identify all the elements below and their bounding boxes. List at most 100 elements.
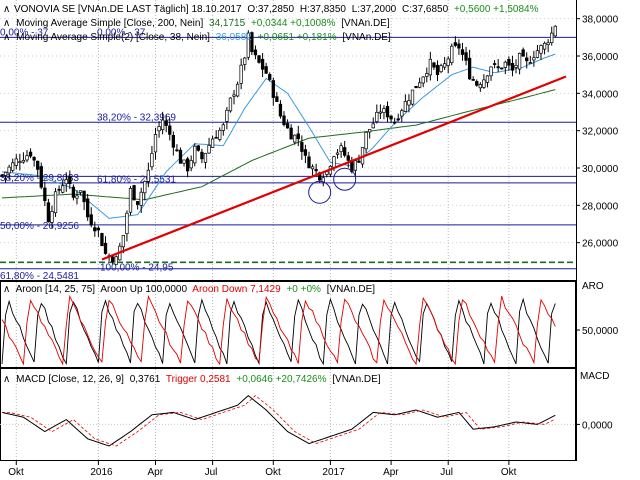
candle-body-53 — [189, 160, 193, 169]
candle-body-103 — [368, 128, 372, 133]
candle-body-60 — [214, 136, 218, 139]
candle-body-133 — [475, 81, 479, 86]
legend-aroon: ∧ Aroon [14, 25, 75] Aroon Up 100,0000 A… — [3, 284, 375, 295]
candle-body-56 — [200, 151, 204, 160]
candle-body-32 — [114, 256, 118, 265]
legend-macd: ∧ MACD [Close, 12, 26, 9] 0,3761 Trigger… — [3, 374, 381, 385]
candle-body-8 — [28, 151, 33, 157]
candle-body-108 — [385, 106, 390, 118]
candle-body-99 — [353, 160, 358, 171]
candle-body-59 — [210, 138, 215, 148]
candle-body-0 — [0, 174, 4, 177]
ma38-icon: ∧ — [3, 32, 10, 43]
support-circle-1 — [333, 167, 357, 191]
candle-body-127 — [453, 42, 457, 46]
candle-body-131 — [467, 57, 472, 80]
candle-body-20 — [71, 186, 76, 198]
candle-body-68 — [243, 57, 247, 65]
candle-body-42 — [150, 153, 154, 168]
candle-body-106 — [378, 111, 383, 114]
candle-body-75 — [268, 74, 272, 80]
candle-body-55 — [196, 145, 200, 151]
candle-body-128 — [457, 43, 461, 49]
candle-body-87 — [310, 166, 315, 170]
candle-body-142 — [507, 59, 511, 66]
candle-body-120 — [428, 58, 433, 76]
candle-body-125 — [446, 58, 450, 66]
candle-body-40 — [143, 181, 147, 194]
candle-body-153 — [546, 42, 550, 45]
candle-body-72 — [257, 55, 261, 63]
candle-body-10 — [36, 160, 40, 170]
x-tick-label-2: Apr — [147, 467, 163, 478]
candle-body-116 — [414, 85, 418, 89]
macd-lines — [0, 394, 576, 447]
candle-body-54 — [193, 145, 197, 164]
candle-body-147 — [525, 57, 529, 62]
candle-body-48 — [171, 135, 175, 148]
candle-body-27 — [96, 227, 101, 231]
candle-body-7 — [25, 155, 29, 161]
title-collapse-icon[interactable]: ∧ — [3, 4, 10, 15]
candle-body-18 — [64, 179, 68, 185]
candle-body-122 — [435, 64, 440, 75]
candle-body-57 — [203, 153, 208, 163]
candle-body-79 — [282, 115, 286, 126]
price-tick-label-6: 26,0000 — [582, 239, 619, 250]
candle-body-66 — [235, 83, 240, 97]
candle-body-1 — [3, 171, 8, 176]
legend-ma38: ∧ Moving Average Simple(2) [Close, 38, N… — [3, 32, 391, 43]
candle-body-61 — [218, 129, 222, 140]
candle-body-94 — [335, 152, 340, 155]
aroon-down-series — [1, 294, 556, 366]
x-tick-label-7: Jul — [440, 467, 453, 478]
ma200-icon: ∧ — [3, 18, 10, 29]
candle-body-71 — [253, 49, 258, 56]
macd-icon: ∧ — [3, 374, 10, 385]
candle-body-11 — [39, 166, 43, 188]
candle-body-63 — [225, 109, 229, 122]
candle-body-21 — [75, 195, 79, 199]
aroon-panel-tag: ARO — [582, 281, 604, 292]
x-tick-label-3: Jul — [205, 467, 218, 478]
candle-body-4 — [14, 158, 18, 166]
level-label-7: 61,80% - 24,5481 — [0, 271, 79, 282]
candle-body-141 — [503, 61, 507, 68]
price-panel — [0, 0, 576, 280]
level-label-3: 61,80% - 29,5531 — [97, 174, 176, 185]
candle-body-144 — [514, 65, 518, 68]
x-tick-label-5: 2017 — [322, 467, 345, 478]
aroon-icon: ∧ — [3, 284, 10, 295]
candle-body-65 — [232, 94, 236, 97]
candle-body-124 — [442, 63, 447, 68]
price-tick-label-2: 34,0000 — [582, 89, 619, 100]
marker-circles — [308, 167, 357, 204]
candle-body-85 — [303, 149, 308, 156]
candle-body-17 — [61, 185, 65, 193]
candle-body-12 — [43, 187, 47, 201]
candle-body-15 — [53, 191, 58, 214]
candle-body-49 — [175, 149, 179, 152]
candle-body-145 — [517, 53, 522, 70]
candle-body-111 — [396, 118, 400, 121]
candle-body-82 — [293, 134, 297, 143]
candle-body-52 — [185, 158, 190, 172]
x-tick-label-6: Apr — [383, 467, 399, 478]
candle-body-132 — [471, 79, 475, 81]
level-label-0: 0,00% - 37 — [0, 27, 49, 38]
candle-body-51 — [182, 159, 186, 164]
candle-body-80 — [285, 123, 290, 129]
candle-body-88 — [314, 169, 318, 172]
candle-body-143 — [510, 62, 515, 71]
candle-body-5 — [18, 161, 22, 164]
candle-body-117 — [417, 82, 422, 88]
ma38-series — [1, 53, 556, 219]
candle-body-104 — [371, 123, 375, 129]
candle-body-86 — [307, 156, 311, 169]
candle-body-6 — [21, 159, 26, 163]
candle-body-28 — [100, 233, 104, 247]
x-tick-label-8: Okt — [501, 467, 517, 478]
price-tick-label-1: 36,0000 — [582, 52, 619, 63]
ma200-series — [1, 89, 556, 201]
